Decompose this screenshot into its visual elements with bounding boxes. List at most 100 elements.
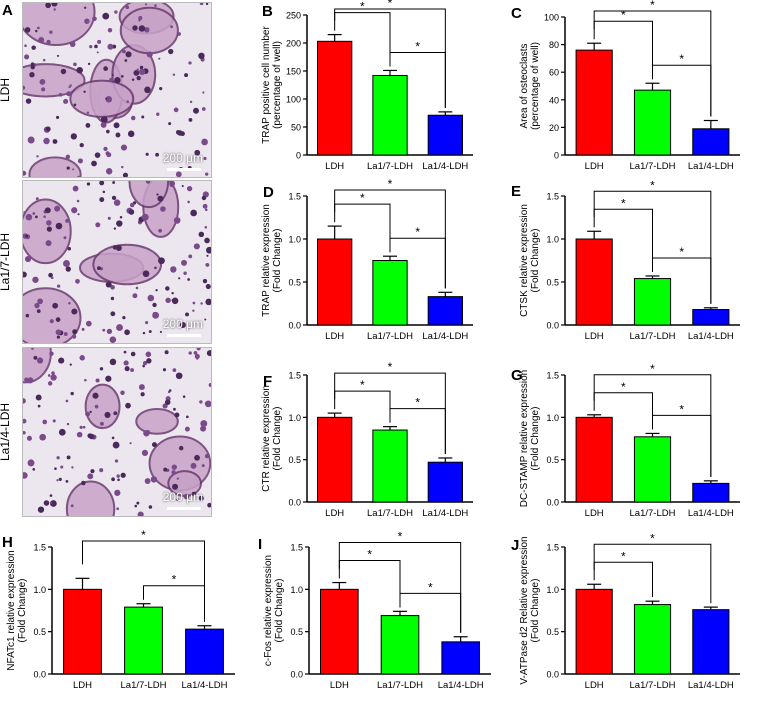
nucleus-dot [68,85,71,89]
bar [372,74,408,156]
nucleus-dot [131,78,135,81]
chart-F: F 0.0 0.5 1.0 1.5 CTR relative expression (Fol… [261,360,473,519]
nucleus-dot [193,350,198,355]
y-tick-label: 0.0 [288,498,301,508]
nucleus-dot [66,455,71,460]
nucleus-dot [103,66,108,71]
nucleus-dot [198,495,204,501]
nucleus-dot [42,419,48,425]
nucleus-dot [42,58,46,62]
bar [427,296,463,326]
significance-star: * [388,177,393,191]
nucleus-dot [200,302,203,305]
micrograph-texture [23,3,211,177]
nucleus-dot [113,227,117,230]
nucleus-dot [31,45,36,50]
y-tick-label: 0.5 [546,278,559,288]
nucleus-dot [58,93,63,97]
nucleus-dot [206,254,209,257]
panel-letter: B [262,3,273,20]
nucleus-dot [171,299,174,302]
nucleus-dot [113,122,120,129]
nucleus-dot [112,181,116,184]
nucleus-dot [44,207,51,214]
nucleus-dot [70,133,77,140]
nucleus-dot [65,399,69,403]
nucleus-dot [89,45,93,49]
nucleus-dot [66,422,70,426]
nucleus-dot [183,493,190,500]
significance-bracket [593,190,712,304]
nucleus-dot [145,152,149,156]
scale-bar [167,168,201,171]
nucleus-dot [35,29,38,33]
nucleus-dot [99,197,105,203]
significance-bracket [334,12,391,67]
x-tick-label: La1/7-LDH [367,161,413,172]
nucleus-dot [155,152,159,157]
nucleus-dot [201,195,207,201]
micrograph-image-la14: 200 μm [22,347,212,517]
significance-bracket [593,208,653,272]
significance-star: * [650,0,655,12]
chart-J: J 0.0 0.5 1.0 1.5 V-ATPase d2 Relative expres… [511,531,740,691]
micrograph-la14: La1/4-LDH 200 μm [0,347,212,517]
bar [317,238,353,326]
nucleus-dot [72,185,79,192]
x-tick-label: La1/7-LDH [377,680,423,691]
nucleus-dot [205,263,210,267]
y-tick-label: 1.0 [546,235,559,245]
nucleus-dot [194,454,200,461]
nucleus-dot [200,420,208,428]
nucleus-dot [69,363,72,366]
x-tick-label: La1/7-LDH [630,161,676,172]
y-tick-label: 1.5 [288,371,301,381]
nucleus-dot [69,41,76,48]
nucleus-dot [52,419,56,423]
panel-letter: G [511,367,523,384]
significance-star: * [621,549,626,563]
nucleus-dot [45,3,52,9]
nucleus-dot [141,449,149,456]
nucleus-dot [184,426,190,432]
nucleus-dot [45,126,51,132]
nucleus-dot [27,377,34,384]
nucleus-dot [139,65,144,70]
nucleus-dot [60,68,67,75]
nucleus-dot [156,112,160,116]
nucleus-dot [24,377,29,383]
nucleus-dot [119,215,123,219]
nucleus-dot [62,260,70,267]
panel-letter: E [511,183,521,200]
scale-bar-label: 200 μm [162,490,203,504]
nucleus-dot [142,331,146,335]
nucleus-dot [52,139,58,144]
nucleus-dot [34,215,38,219]
nucleus-dot [116,507,120,511]
nucleus-dot [200,425,207,432]
nucleus-dot [111,477,115,482]
nucleus-dot [127,130,135,138]
bar [441,641,480,675]
panel-letter: J [511,537,519,554]
nucleus-dot [176,498,179,502]
nucleus-dot [23,430,26,435]
significance-bracket [338,542,462,633]
nucleus-dot [165,297,171,304]
nucleus-dot [173,407,176,411]
nucleus-dot [72,329,78,335]
nucleus-dot [111,436,115,440]
nucleus-dot [199,3,204,6]
significance-bracket [593,543,712,604]
panel-letter: I [258,536,262,553]
significance-bracket [334,203,391,253]
nucleus-dot [25,213,33,221]
nucleus-dot [46,226,52,232]
y-axis-label: CTR relative expression [261,385,272,492]
nucleus-dot [123,350,127,354]
nucleus-dot [27,459,35,467]
nucleus-dot [175,372,183,380]
nucleus-dot [112,245,118,250]
osteoclast-cell [23,3,96,47]
nucleus-dot [65,218,70,223]
